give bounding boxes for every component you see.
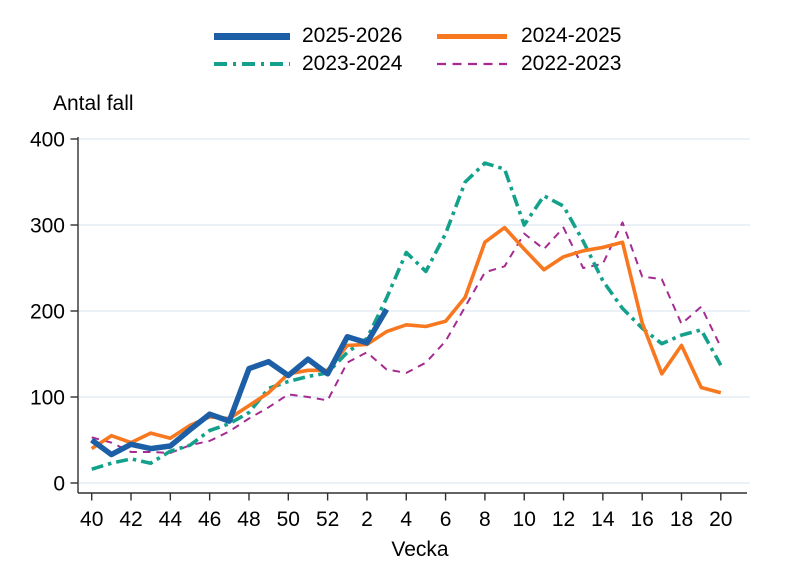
x-tick-label-12: 12 [552, 508, 575, 531]
series-line-2025-2026 [90, 307, 389, 458]
series-line-2024-2025 [90, 225, 722, 451]
x-tick-label-10: 10 [513, 508, 536, 531]
x-tick-label-52: 52 [316, 508, 339, 531]
x-tick-label-8: 8 [479, 508, 491, 531]
legend-key-2022-2023 [437, 62, 507, 66]
legend-item-2024-2025: 2024-2025 [437, 23, 621, 49]
x-tick-label-18: 18 [670, 508, 693, 531]
legend-item-2025-2026: 2025-2026 [214, 23, 402, 49]
y-tick-label-400: 400 [30, 129, 65, 152]
x-tick-label-20: 20 [709, 508, 732, 531]
y-tick-label-100: 100 [30, 387, 65, 410]
legend-key-2025-2026 [214, 32, 290, 40]
x-tick-label-16: 16 [631, 508, 654, 531]
x-tick-label-50: 50 [277, 508, 300, 531]
x-tick-label-46: 46 [198, 508, 221, 531]
legend-label-2024-2025: 2024-2025 [521, 24, 622, 47]
y-axis-title: Antal fall [53, 92, 134, 115]
x-tick-label-42: 42 [119, 508, 142, 531]
legend-label-2025-2026: 2025-2026 [302, 24, 403, 47]
legend-key-2023-2024 [214, 62, 290, 66]
y-tick-label-0: 0 [53, 473, 65, 496]
x-tick-label-4: 4 [400, 508, 412, 531]
legend-label-2023-2024: 2023-2024 [302, 52, 403, 75]
x-tick-label-6: 6 [440, 508, 452, 531]
x-tick-label-48: 48 [237, 508, 260, 531]
x-tick-label-2: 2 [361, 508, 373, 531]
x-tick-label-44: 44 [159, 508, 183, 531]
y-tick-label-300: 300 [30, 215, 65, 238]
legend-key-2024-2025 [437, 33, 507, 39]
y-tick-label-200: 200 [30, 301, 65, 324]
legend-label-2022-2023: 2022-2023 [521, 52, 622, 75]
legend-item-2023-2024: 2023-2024 [214, 51, 402, 77]
series-line-2023-2024 [91, 161, 723, 471]
x-axis-title: Vecka [391, 538, 449, 561]
series-line-2022-2023 [91, 221, 722, 454]
legend-item-2022-2023: 2022-2023 [437, 51, 621, 77]
x-tick-label-40: 40 [80, 508, 103, 531]
x-tick-label-14: 14 [591, 508, 615, 531]
